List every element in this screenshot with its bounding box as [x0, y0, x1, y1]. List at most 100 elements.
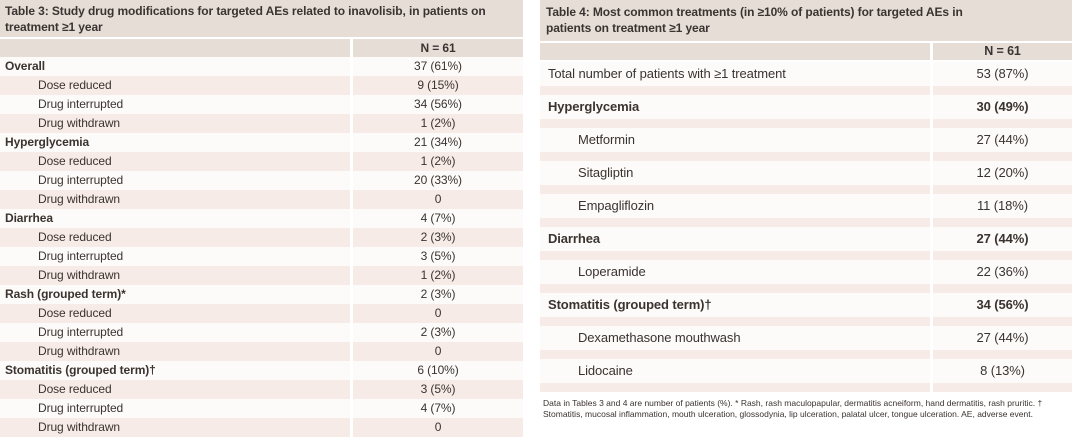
table-row: Stomatitis (grouped term)† 6 (10%)	[0, 361, 523, 380]
separator-cell	[933, 86, 1072, 95]
row-label: Sitagliptin	[540, 161, 930, 185]
separator-cell	[933, 350, 1072, 359]
table4: Table 4: Most common treatments (in ≥10%…	[540, 0, 1072, 421]
table3-title: Table 3: Study drug modifications for ta…	[0, 0, 523, 37]
table-row: Dose reduced 0	[0, 304, 523, 323]
separator-cell	[933, 185, 1072, 194]
row-value: 20 (33%)	[353, 171, 523, 190]
row-separator	[540, 284, 1072, 293]
table-row: Overall 37 (61%)	[0, 57, 523, 76]
row-label: Drug withdrawn	[0, 418, 350, 437]
row-label: Diarrhea	[0, 209, 350, 228]
table-row: Drug interrupted 20 (33%)	[0, 171, 523, 190]
table-row: Drug interrupted 2 (3%)	[0, 323, 523, 342]
table3: Table 3: Study drug modifications for ta…	[0, 0, 523, 437]
row-value: 0	[353, 418, 523, 437]
table-row: Sitagliptin 12 (20%)	[540, 161, 1072, 185]
table-row: Drug interrupted 4 (7%)	[0, 399, 523, 418]
row-label: Drug interrupted	[0, 323, 350, 342]
row-separator	[540, 251, 1072, 260]
row-value: 12 (20%)	[933, 161, 1072, 185]
row-value: 1 (2%)	[353, 266, 523, 285]
table-row: Drug withdrawn 0	[0, 190, 523, 209]
table4-header-empty-cell	[540, 43, 930, 60]
row-value: 30 (49%)	[933, 95, 1072, 119]
row-separator	[540, 152, 1072, 161]
separator-cell	[540, 251, 930, 260]
row-label: Overall	[0, 57, 350, 76]
row-label: Drug interrupted	[0, 171, 350, 190]
table-row: Loperamide 22 (36%)	[540, 260, 1072, 284]
row-label: Drug withdrawn	[0, 114, 350, 133]
row-value: 1 (2%)	[353, 114, 523, 133]
table3-n-header: N = 61	[353, 39, 523, 57]
table-row: Drug withdrawn 0	[0, 418, 523, 437]
row-separator	[540, 317, 1072, 326]
row-separator	[540, 86, 1072, 95]
separator-cell	[540, 317, 930, 326]
row-label: Drug withdrawn	[0, 266, 350, 285]
separator-cell	[933, 152, 1072, 161]
table-footnote: Data in Tables 3 and 4 are number of pat…	[543, 398, 1043, 420]
table-row: Dose reduced 1 (2%)	[0, 152, 523, 171]
separator-cell	[933, 119, 1072, 128]
row-separator	[540, 350, 1072, 359]
table-row: Drug interrupted 34 (56%)	[0, 95, 523, 114]
table-row: Hyperglycemia 30 (49%)	[540, 95, 1072, 119]
row-label: Drug interrupted	[0, 399, 350, 418]
separator-cell	[933, 218, 1072, 227]
row-label: Dose reduced	[0, 380, 350, 399]
table4-header-row: N = 61	[540, 43, 1072, 60]
separator-cell	[540, 185, 930, 194]
table-row: Lidocaine 8 (13%)	[540, 359, 1072, 383]
table-row: Dose reduced 9 (15%)	[0, 76, 523, 95]
row-value: 4 (7%)	[353, 399, 523, 418]
row-value: 8 (13%)	[933, 359, 1072, 383]
row-label: Total number of patients with ≥1 treatme…	[540, 62, 930, 86]
table-row: Dose reduced 2 (3%)	[0, 228, 523, 247]
row-value: 2 (3%)	[353, 285, 523, 304]
row-label: Lidocaine	[540, 359, 930, 383]
table-row: Dose reduced 3 (5%)	[0, 380, 523, 399]
row-value: 2 (3%)	[353, 323, 523, 342]
table-row: Rash (grouped term)* 2 (3%)	[0, 285, 523, 304]
separator-cell	[540, 152, 930, 161]
row-label: Rash (grouped term)*	[0, 285, 350, 304]
row-separator	[540, 185, 1072, 194]
row-label: Stomatitis (grouped term)†	[540, 293, 930, 317]
row-separator	[540, 119, 1072, 128]
row-value: 2 (3%)	[353, 228, 523, 247]
row-value: 37 (61%)	[353, 57, 523, 76]
table-row: Drug withdrawn 1 (2%)	[0, 114, 523, 133]
row-label: Drug interrupted	[0, 95, 350, 114]
row-label: Metformin	[540, 128, 930, 152]
table-row: Drug withdrawn 0	[0, 342, 523, 361]
table-row: Drug withdrawn 1 (2%)	[0, 266, 523, 285]
separator-cell	[540, 119, 930, 128]
separator-cell	[933, 284, 1072, 293]
table-row: Dexamethasone mouthwash 27 (44%)	[540, 326, 1072, 350]
row-value: 21 (34%)	[353, 133, 523, 152]
table-row: Drug interrupted 3 (5%)	[0, 247, 523, 266]
row-label: Empagliflozin	[540, 194, 930, 218]
row-value: 9 (15%)	[353, 76, 523, 95]
separator-cell	[540, 86, 930, 95]
row-value: 34 (56%)	[353, 95, 523, 114]
row-label: Dose reduced	[0, 76, 350, 95]
row-label: Drug withdrawn	[0, 190, 350, 209]
row-label: Hyperglycemia	[540, 95, 930, 119]
row-label: Drug withdrawn	[0, 342, 350, 361]
row-value: 53 (87%)	[933, 62, 1072, 86]
separator-cell	[933, 383, 1072, 392]
separator-cell	[540, 218, 930, 227]
row-separator	[540, 218, 1072, 227]
row-label: Diarrhea	[540, 227, 930, 251]
row-value: 22 (36%)	[933, 260, 1072, 284]
row-value: 4 (7%)	[353, 209, 523, 228]
table3-header-row: N = 61	[0, 39, 523, 57]
row-value: 3 (5%)	[353, 247, 523, 266]
table4-n-header: N = 61	[933, 43, 1072, 60]
row-label: Hyperglycemia	[0, 133, 350, 152]
table4-title: Table 4: Most common treatments (in ≥10%…	[540, 0, 1072, 41]
